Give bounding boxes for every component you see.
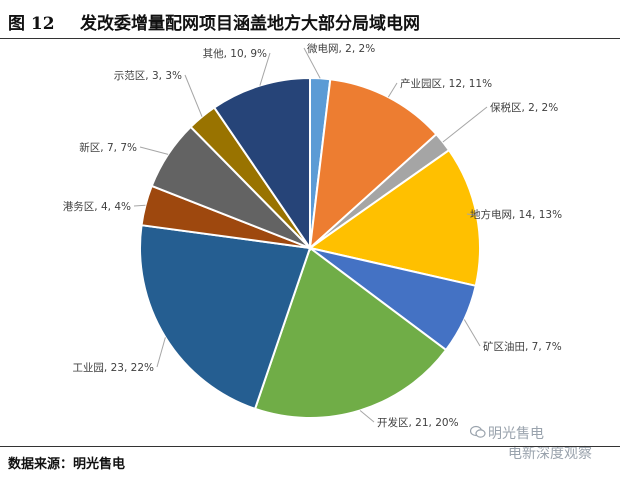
slice-label-7: 港务区, 4, 4% (63, 200, 131, 213)
slice-label-6: 工业园, 23, 22% (72, 362, 154, 374)
leader-line-3 (466, 213, 477, 216)
slice-label-2: 保税区, 2, 2% (490, 101, 558, 114)
watermark-line1: 明光售电 (488, 426, 544, 442)
slice-label-3: 地方电网, 14, 13% (470, 208, 562, 221)
leader-line-6 (156, 337, 166, 368)
pie-chart-area: 微电网, 2, 2% 产业园区, 12, 11% 保税区, 2, 2% 地方电网, 1… (0, 40, 620, 445)
leader-line-5 (359, 410, 375, 423)
slice-label-0: 微电网, 2, 2% (307, 42, 375, 55)
pie-slice-6 (139, 224, 312, 411)
leader-line-8 (139, 146, 169, 155)
bottom-rule (0, 446, 620, 447)
pie-slice-3 (307, 148, 481, 288)
slice-label-1: 产业园区, 12, 11% (400, 77, 492, 90)
top-rule (0, 38, 620, 39)
leader-line-9 (184, 74, 203, 117)
watermark-line2: 电新深度观察 (508, 446, 592, 462)
leader-line-1 (387, 82, 398, 98)
leader-line-0 (303, 47, 321, 79)
slice-label-9: 示范区, 3, 3% (114, 69, 182, 82)
pie-chart: 微电网, 2, 2% 产业园区, 12, 11% 保税区, 2, 2% 地方电网, 1… (63, 42, 562, 429)
figure-title: 发改委增量配网项目涵盖地方大部分局域电网 (80, 14, 420, 34)
leader-line-4 (463, 319, 481, 347)
wechat-icon (469, 425, 486, 443)
leader-line-10 (259, 52, 271, 86)
slice-label-4: 矿区油田, 7, 7% (483, 340, 562, 353)
source-note: 数据来源：明光售电 (8, 457, 126, 472)
figure-label: 图 12 (8, 14, 55, 34)
figure-header: 图 12 发改委增量配网项目涵盖地方大部分局域电网 (0, 0, 620, 40)
slice-label-10: 其他, 10, 9% (203, 47, 267, 60)
slice-label-5: 开发区, 21, 20% (377, 416, 459, 429)
leader-line-2 (442, 106, 488, 143)
slice-label-8: 新区, 7, 7% (79, 141, 137, 154)
leader-line-7 (133, 204, 146, 207)
